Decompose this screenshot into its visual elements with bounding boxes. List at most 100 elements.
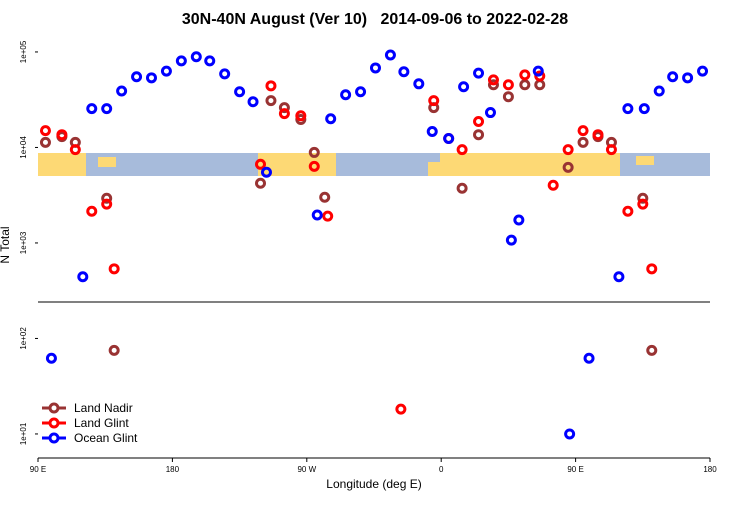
x-tick-label: 180 (166, 465, 180, 474)
point (426, 125, 438, 137)
point (219, 68, 231, 80)
point (86, 103, 98, 115)
point (667, 71, 679, 83)
land (428, 162, 440, 176)
y-tick-label: 1e+04 (19, 136, 28, 159)
point (622, 205, 634, 217)
point (39, 125, 51, 137)
point (583, 352, 595, 364)
point (505, 234, 517, 246)
point (175, 55, 187, 67)
point (308, 146, 320, 158)
point (322, 210, 334, 222)
point (502, 79, 514, 91)
point (108, 263, 120, 275)
point (487, 79, 499, 91)
point (487, 74, 499, 86)
point (190, 51, 202, 63)
point (308, 160, 320, 172)
point (697, 65, 709, 77)
x-tick-label: 0 (439, 465, 444, 474)
point (295, 110, 307, 122)
point (101, 192, 113, 204)
point (295, 114, 307, 126)
point (638, 103, 650, 115)
point (519, 69, 531, 81)
point (160, 65, 172, 77)
chart-title: 30N-40N August (Ver 10) 2014-09-06 to 20… (182, 11, 568, 28)
point (39, 136, 51, 148)
point (255, 177, 267, 189)
point (547, 179, 559, 191)
legend-label: Ocean Glint (74, 431, 138, 445)
point (653, 85, 665, 97)
point (319, 191, 331, 203)
point (592, 129, 604, 141)
point (473, 67, 485, 79)
point (234, 86, 246, 98)
y-axis-label: N Total (0, 226, 12, 263)
map-strip (38, 153, 710, 176)
point (145, 72, 157, 84)
point (311, 209, 323, 221)
point (384, 49, 396, 61)
point (637, 192, 649, 204)
legend-marker (48, 417, 60, 429)
land (98, 157, 116, 167)
point (255, 158, 267, 170)
point (564, 428, 576, 440)
point (577, 125, 589, 137)
point (637, 198, 649, 210)
x-tick-label: 90 W (297, 465, 316, 474)
point (45, 352, 57, 364)
point (265, 80, 277, 92)
land (38, 153, 86, 176)
point (108, 344, 120, 356)
point (519, 79, 531, 91)
point (473, 115, 485, 127)
legend-marker (48, 432, 60, 444)
point (101, 103, 113, 115)
point (395, 403, 407, 415)
point (265, 95, 277, 107)
point (456, 144, 468, 156)
x-tick-label: 180 (703, 465, 717, 474)
point (369, 62, 381, 74)
point (605, 144, 617, 156)
land (440, 153, 620, 176)
point (398, 66, 410, 78)
point (77, 271, 89, 283)
y-tick-label: 1e+02 (19, 327, 28, 350)
point (473, 129, 485, 141)
point (56, 129, 68, 141)
point (532, 65, 544, 77)
point (443, 133, 455, 145)
x-tick-label: 90 E (30, 465, 46, 474)
point (278, 102, 290, 114)
point (340, 89, 352, 101)
point (484, 107, 496, 119)
point (646, 263, 658, 275)
point (247, 96, 259, 108)
land (636, 156, 654, 165)
x-tick-label: 90 E (567, 465, 583, 474)
point (278, 108, 290, 120)
x-axis-label: Longitude (deg E) (326, 477, 421, 491)
point (101, 198, 113, 210)
point (260, 166, 272, 178)
point (458, 81, 470, 93)
legend-label: Land Nadir (74, 401, 133, 415)
point (86, 205, 98, 217)
point (69, 144, 81, 156)
point (325, 113, 337, 125)
point (562, 144, 574, 156)
point (682, 72, 694, 84)
point (562, 161, 574, 173)
point (428, 95, 440, 107)
point (204, 55, 216, 67)
point (622, 103, 634, 115)
point (355, 86, 367, 98)
y-tick-label: 1e+01 (19, 422, 28, 445)
